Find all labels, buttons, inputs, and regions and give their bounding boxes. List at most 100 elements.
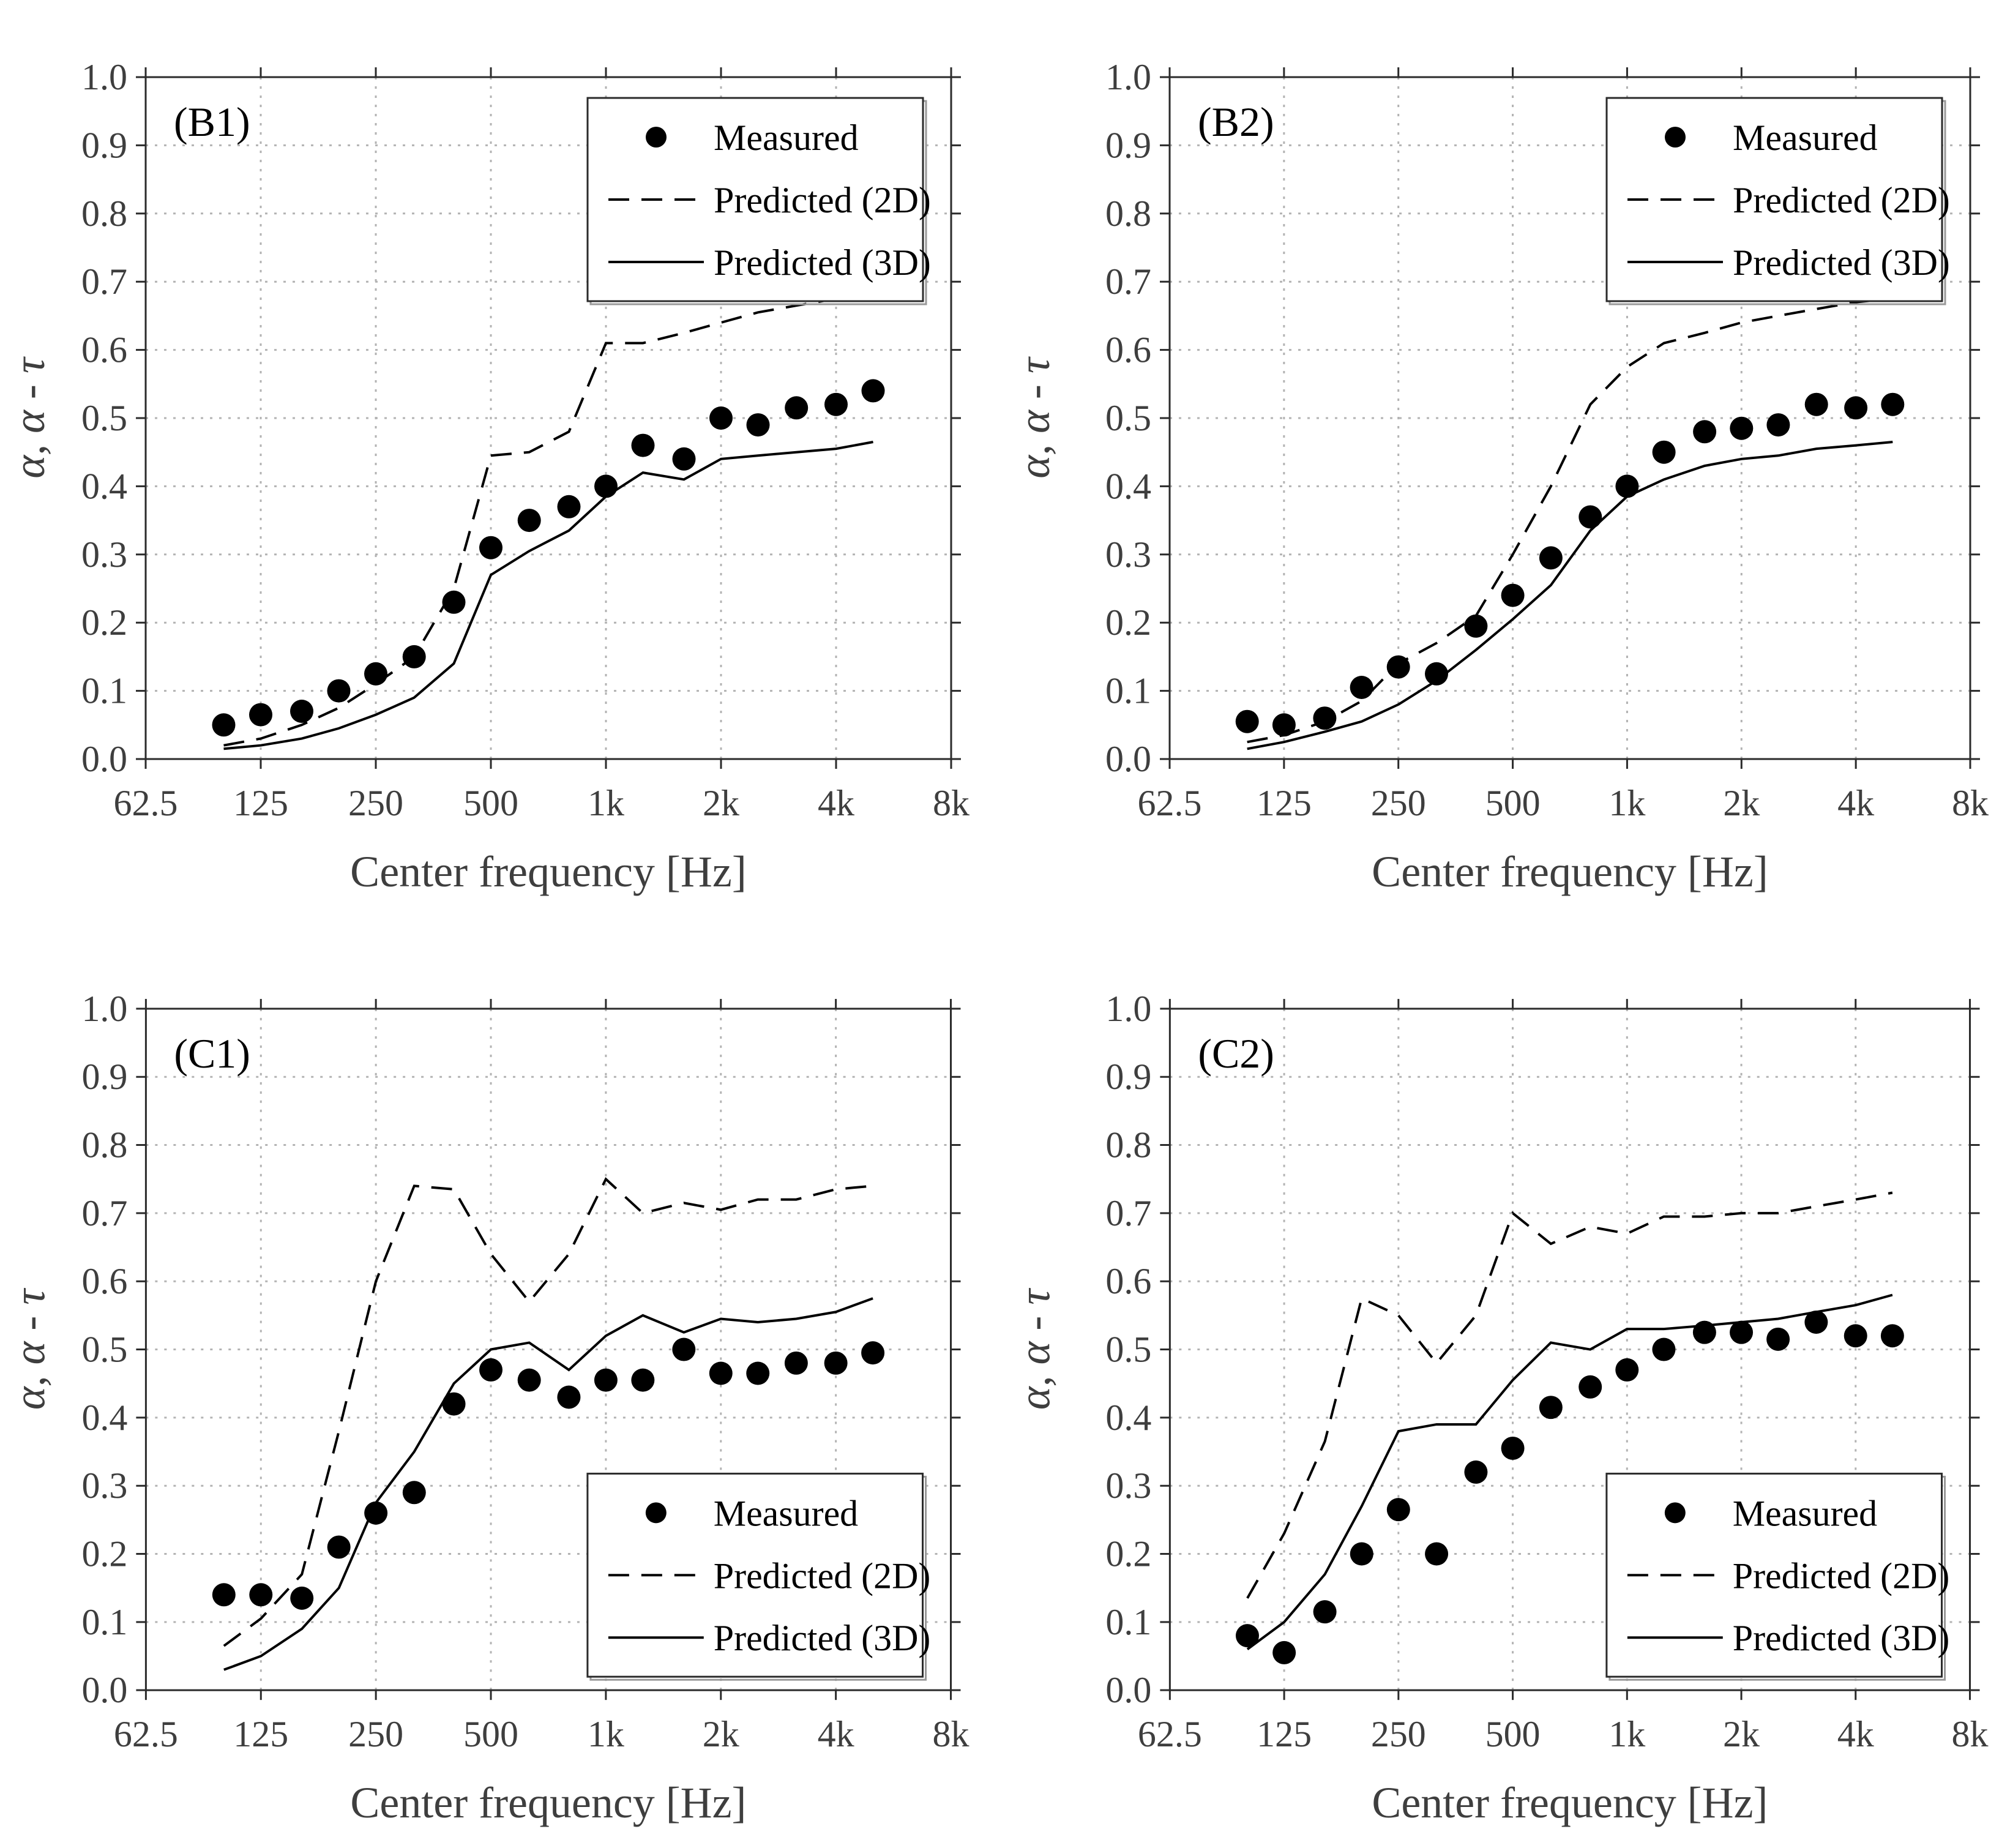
x-tick-label: 8k xyxy=(1952,1714,1989,1754)
predicted-3d-line xyxy=(223,1297,873,1671)
predicted-3d-line xyxy=(1247,441,1893,750)
legend-measured-marker xyxy=(1664,1502,1686,1524)
measured-point xyxy=(709,1361,733,1385)
x-axis-label: Center frequency [Hz] xyxy=(1372,847,1768,896)
measured-point xyxy=(1350,1542,1373,1566)
measured-point xyxy=(824,1351,848,1375)
y-axis-label: α, α - τ xyxy=(1010,1288,1059,1410)
y-axis-label: α, α - τ xyxy=(5,356,54,479)
y-tick-label: 0.9 xyxy=(81,1057,127,1097)
x-tick-label: 125 xyxy=(233,783,288,823)
x-tick-label: 8k xyxy=(933,783,970,823)
y-tick-label: 0.2 xyxy=(1105,1534,1151,1574)
measured-point xyxy=(249,1583,273,1607)
measured-point xyxy=(364,1501,388,1525)
y-tick-label: 1.0 xyxy=(1105,57,1151,97)
y-tick-label: 0.6 xyxy=(81,330,127,370)
y-tick-label: 0.0 xyxy=(1105,1670,1151,1710)
x-tick-label: 62.5 xyxy=(1138,783,1202,823)
x-tick-label: 1k xyxy=(588,783,624,823)
y-tick-label: 1.0 xyxy=(81,989,127,1029)
measured-point xyxy=(631,433,655,457)
y-axis-label: α, α - τ xyxy=(1010,356,1059,479)
measured-point xyxy=(1313,1600,1337,1624)
measured-point xyxy=(1730,1320,1754,1344)
measured-point xyxy=(1766,413,1790,437)
measured-point xyxy=(1350,676,1373,699)
y-tick-label: 1.0 xyxy=(81,57,127,97)
measured-point xyxy=(1766,1327,1790,1351)
y-tick-label: 0.1 xyxy=(1105,1602,1151,1642)
y-tick-label: 0.2 xyxy=(1105,602,1151,643)
y-tick-label: 0.2 xyxy=(81,1534,127,1574)
measured-point xyxy=(402,1481,426,1505)
y-tick-label: 0.4 xyxy=(81,466,127,506)
measured-point xyxy=(442,590,466,614)
measured-point xyxy=(212,1583,236,1607)
y-tick-label: 0.8 xyxy=(1105,193,1151,234)
measured-point xyxy=(557,1385,581,1409)
measured-point xyxy=(1578,1375,1602,1399)
x-tick-label: 500 xyxy=(1485,783,1541,823)
y-tick-label: 0.6 xyxy=(81,1261,127,1301)
y-tick-label: 0.3 xyxy=(81,534,127,575)
measured-point xyxy=(212,713,236,737)
measured-point xyxy=(1272,713,1296,737)
y-tick-label: 0.5 xyxy=(81,398,127,438)
legend-label: Predicted (3D) xyxy=(714,1618,931,1658)
chart-B1: 62.5 125 250 500 1k 2k 4k 8k 0.0 0.1 0.2 0.3 0.4 0.5 0… xyxy=(5,57,970,896)
panel-label: (B1) xyxy=(174,99,250,145)
y-tick-label: 0.3 xyxy=(81,1465,127,1506)
measured-point xyxy=(861,1341,885,1365)
legend-label: Measured xyxy=(714,118,859,158)
panel-C2: 62.5 125 250 500 1k 2k 4k 8k 0.0 0.1 0.2 0.3 0.4 0.5 0… xyxy=(1005,924,2010,1848)
measured-point xyxy=(442,1392,466,1416)
measured-point xyxy=(1313,706,1337,730)
y-tick-label: 0.5 xyxy=(1105,1330,1151,1370)
measured-point xyxy=(1539,1396,1563,1420)
legend-label: Predicted (3D) xyxy=(714,242,931,283)
y-tick-label: 1.0 xyxy=(1105,989,1151,1029)
x-tick-label: 4k xyxy=(1837,783,1874,823)
measured-point xyxy=(1844,396,1868,420)
measured-point xyxy=(1615,474,1639,498)
chart-C2: 62.5 125 250 500 1k 2k 4k 8k 0.0 0.1 0.2 0.3 0.4 0.5 0… xyxy=(1010,989,1989,1827)
x-tick-label: 4k xyxy=(1837,1714,1874,1754)
y-tick-label: 0.0 xyxy=(81,1670,127,1710)
measured-point xyxy=(784,1351,808,1375)
x-tick-label: 250 xyxy=(1371,783,1426,823)
panel-label: (C2) xyxy=(1198,1030,1274,1077)
y-tick-label: 0.5 xyxy=(81,1330,127,1370)
chart-B2: 62.5 125 250 500 1k 2k 4k 8k 0.0 0.1 0.2 0.3 0.4 0.5 0… xyxy=(1010,57,1989,896)
legend-label: Predicted (2D) xyxy=(1733,1555,1950,1596)
x-axis-label: Center frequency [Hz] xyxy=(1372,1778,1768,1827)
x-tick-label: 1k xyxy=(1608,783,1645,823)
measured-point xyxy=(479,536,502,559)
x-tick-label: 62.5 xyxy=(1138,1714,1202,1754)
measured-point xyxy=(1386,1498,1410,1522)
predicted-2d-line xyxy=(1247,297,1893,744)
y-tick-label: 0.6 xyxy=(1105,1261,1151,1301)
predicted-2d-line xyxy=(223,294,873,747)
panel-B2: 62.5 125 250 500 1k 2k 4k 8k 0.0 0.1 0.2 0.3 0.4 0.5 0… xyxy=(1005,0,2010,924)
x-axis-label: Center frequency [Hz] xyxy=(350,1778,746,1827)
measured-point xyxy=(824,392,848,416)
y-tick-label: 0.6 xyxy=(1105,330,1151,370)
measured-point xyxy=(746,1361,770,1385)
y-tick-label: 0.1 xyxy=(1105,671,1151,711)
y-tick-label: 0.7 xyxy=(1105,261,1151,302)
measured-point xyxy=(631,1368,655,1392)
x-tick-label: 125 xyxy=(233,1714,288,1754)
x-tick-label: 4k xyxy=(818,783,854,823)
measured-point xyxy=(1880,1324,1904,1348)
measured-point xyxy=(364,662,387,686)
panel-B1: 62.5 125 250 500 1k 2k 4k 8k 0.0 0.1 0.2 0.3 0.4 0.5 0… xyxy=(0,0,1005,924)
measured-point xyxy=(594,1368,618,1392)
x-tick-label: 2k xyxy=(1723,783,1760,823)
legend-label: Predicted (3D) xyxy=(1733,242,1950,283)
legend-label: Predicted (3D) xyxy=(1733,1618,1950,1658)
x-tick-label: 500 xyxy=(463,783,518,823)
y-tick-label: 0.1 xyxy=(81,1602,127,1642)
x-tick-label: 62.5 xyxy=(114,1714,178,1754)
x-tick-label: 500 xyxy=(463,1714,518,1754)
